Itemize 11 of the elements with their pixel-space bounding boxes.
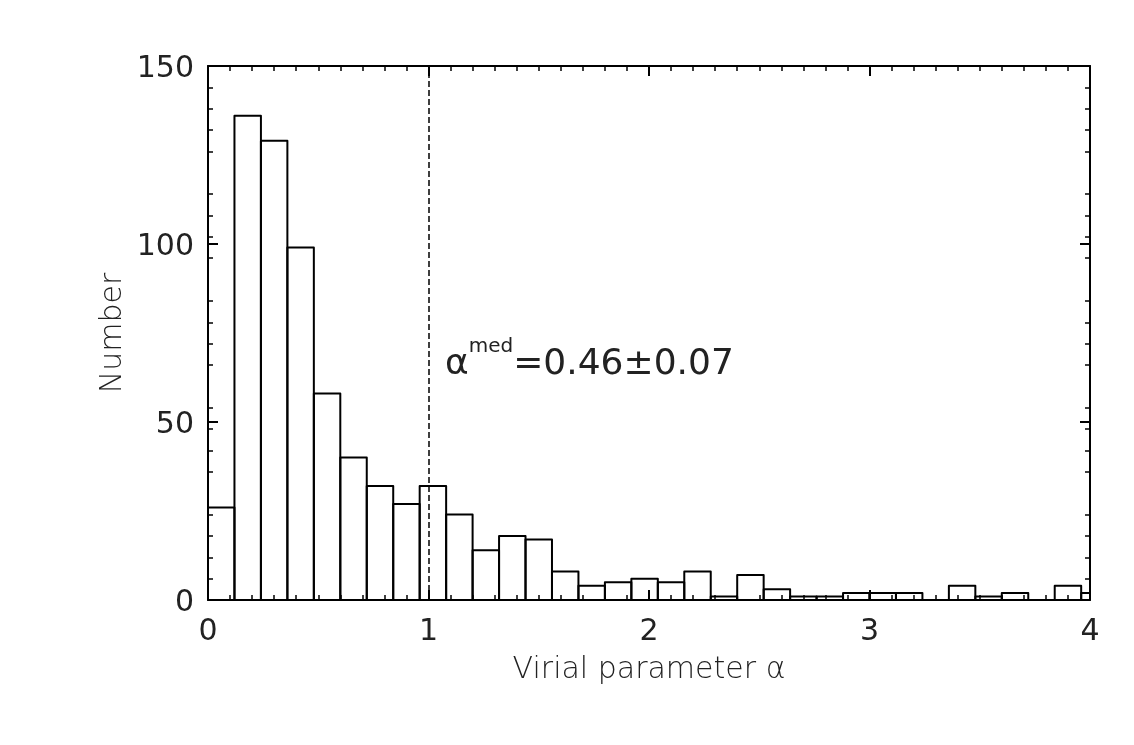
y-tick-label: 100 — [136, 226, 194, 262]
y-tick-label: 150 — [136, 48, 194, 84]
x-tick-label: 0 — [198, 611, 218, 647]
x-tick-label: 3 — [859, 611, 880, 647]
y-tick-label: 50 — [155, 404, 194, 440]
x-tick-label: 1 — [418, 611, 439, 647]
y-tick-label: 0 — [174, 582, 194, 618]
x-tick-label: 4 — [1080, 611, 1100, 647]
x-axis-title: Virial parameter α — [512, 649, 786, 685]
x-tick-label: 2 — [639, 611, 659, 647]
y-axis-title: Number — [93, 272, 129, 394]
